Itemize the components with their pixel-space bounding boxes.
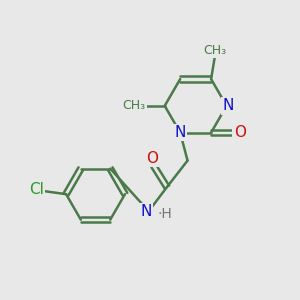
Text: O: O (234, 125, 246, 140)
Text: N: N (141, 204, 152, 219)
Text: ·H: ·H (158, 207, 172, 220)
Text: N: N (222, 98, 234, 113)
Text: Cl: Cl (29, 182, 44, 197)
Text: N: N (175, 125, 186, 140)
Text: O: O (146, 151, 158, 166)
Text: CH₃: CH₃ (122, 99, 146, 112)
Text: CH₃: CH₃ (203, 44, 226, 57)
